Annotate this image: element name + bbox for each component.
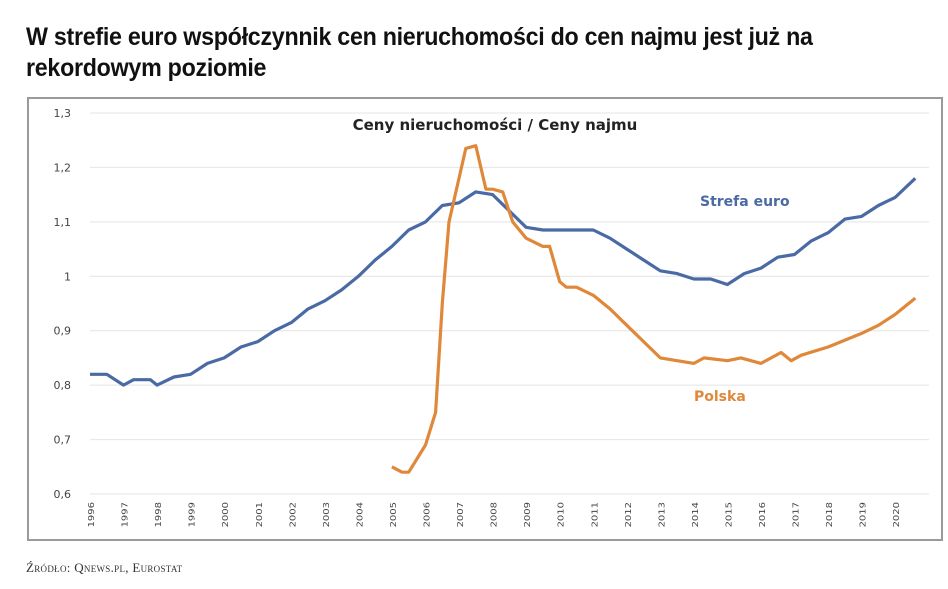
y-tick-label: 1,1: [54, 216, 72, 229]
series-line-polska: [391, 144, 917, 474]
x-tick-label: 2017: [792, 502, 801, 527]
label-polska: Polska: [694, 389, 746, 405]
y-tick-label: 0,7: [54, 434, 72, 447]
page-title: W strefie euro współczynnik cen nierucho…: [26, 23, 813, 82]
x-tick-label: 2002: [289, 502, 298, 527]
x-tick-label: 2015: [725, 502, 734, 527]
x-tick-label: 2018: [826, 502, 835, 528]
x-tick-label: 2012: [625, 502, 634, 527]
series-line-strefa-euro: [90, 177, 917, 387]
x-tick-label: 2009: [524, 502, 533, 528]
x-tick-label: 1996: [88, 502, 97, 528]
label-strefa-euro: Strefa euro: [700, 194, 790, 210]
x-tick-label: 2000: [222, 502, 231, 528]
y-tick-label: 0,6: [54, 488, 72, 501]
line-chart: 0,6 0,7 0,8 0,9 1 1,1 1,2 1,3 1996 1997 1998 1999 20…: [54, 107, 929, 528]
x-tick-label: 2019: [859, 502, 868, 528]
x-tick-label: 2010: [558, 502, 567, 528]
x-tick-label: 1999: [188, 502, 197, 528]
x-tick-label: 1997: [121, 502, 130, 527]
y-tick-label: 1: [64, 270, 71, 283]
x-tick-label: 2011: [591, 502, 600, 527]
y-tick-label: 0,8: [54, 379, 72, 392]
chart-title: Ceny nieruchomości / Ceny najmu: [353, 116, 638, 134]
x-tick-label: 2001: [256, 502, 265, 527]
x-tick-label: 2005: [390, 502, 399, 527]
x-tick-label: 2003: [323, 502, 332, 528]
x-tick-label: 2014: [692, 502, 701, 528]
x-tick-label: 2020: [893, 502, 902, 528]
x-tick-label: 2007: [457, 502, 466, 527]
x-tick-label: 2004: [356, 502, 365, 528]
y-tick-label: 0,9: [54, 325, 72, 338]
source-note: Źródło: Qnews.pl, Eurostat: [26, 560, 183, 575]
x-tick-label: 1998: [155, 502, 164, 528]
y-tick-label: 1,3: [54, 107, 72, 120]
x-tick-label: 2008: [490, 502, 499, 528]
x-tick-label: 2006: [423, 502, 432, 528]
x-tick-label: 2016: [759, 502, 768, 528]
y-tick-label: 1,2: [54, 161, 72, 174]
x-tick-label: 2013: [658, 502, 667, 528]
chart-frame: 0,6 0,7 0,8 0,9 1 1,1 1,2 1,3 1996 1997 1998 1999 20…: [27, 97, 943, 541]
